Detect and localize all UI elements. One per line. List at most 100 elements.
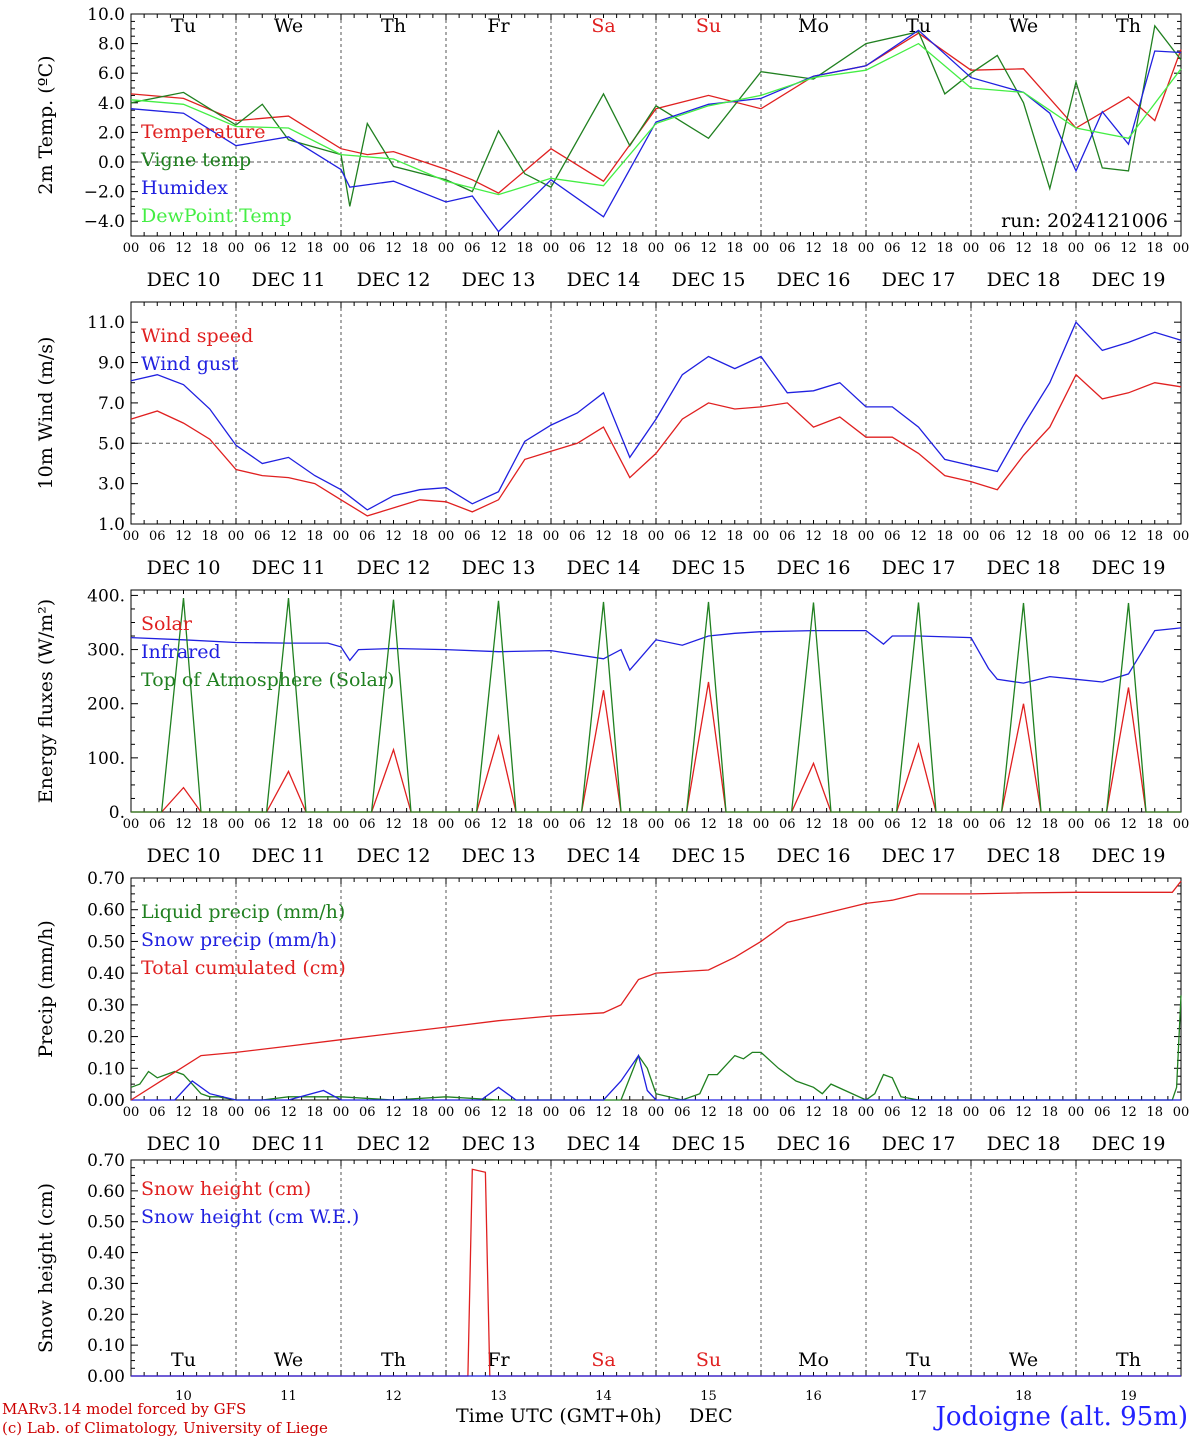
x-hour-tick-label: 00 [963, 817, 980, 832]
x-date-label: DEC 18 [987, 845, 1061, 867]
y-tick-label: 8.0 [98, 35, 125, 55]
x-hour-tick-label: 00 [438, 529, 455, 544]
x-hour-tick-label: 06 [884, 241, 901, 256]
x-hour-tick-label: 06 [674, 529, 691, 544]
y-tick-label: 0.30 [87, 996, 125, 1016]
x-hour-tick-label: 12 [1120, 529, 1137, 544]
x-hour-tick-label: 18 [621, 817, 638, 832]
x-hour-tick-label: 18 [306, 529, 323, 544]
x-date-label: DEC 12 [357, 845, 431, 867]
x-hour-tick-label: 12 [490, 529, 507, 544]
y-tick-label: 0.00 [87, 1091, 125, 1111]
x-hour-tick-label: 06 [884, 817, 901, 832]
y-tick-label: 7.0 [98, 394, 125, 414]
x-hour-tick-label: 12 [1120, 1105, 1137, 1120]
station-name: Jodoigne (alt. 95m) [935, 1402, 1188, 1432]
x-hour-tick-label: 12 [175, 241, 192, 256]
x-hour-tick-label: 00 [228, 817, 245, 832]
x-hour-tick-label: 18 [1041, 241, 1058, 256]
x-date-label: DEC 15 [672, 845, 746, 867]
x-hour-tick-label: 18 [1146, 529, 1163, 544]
x-hour-tick-label: 06 [1094, 529, 1111, 544]
x-hour-tick-label: 12 [280, 529, 297, 544]
x-hour-tick-label: 18 [726, 529, 743, 544]
x-date-label: DEC 10 [147, 1133, 221, 1155]
x-hour-tick-label: 12 [805, 529, 822, 544]
x-hour-tick-label: 18 [201, 1105, 218, 1120]
x-day-number: 18 [1015, 1389, 1032, 1404]
x-hour-tick-label: 06 [884, 529, 901, 544]
x-axis-title: Time UTC (GMT+0h) [456, 1405, 662, 1427]
day-name-label: Th [381, 15, 406, 37]
x-hour-tick-label: 00 [648, 1105, 665, 1120]
series-line [130, 24, 1182, 207]
x-hour-tick-label: 00 [1068, 241, 1085, 256]
x-day-number: 16 [805, 1389, 822, 1404]
x-hour-tick-label: 12 [910, 529, 927, 544]
x-hour-tick-label: 00 [963, 1105, 980, 1120]
x-hour-tick-label: 18 [726, 817, 743, 832]
x-hour-tick-label: 06 [674, 1105, 691, 1120]
x-hour-tick-label: 12 [385, 817, 402, 832]
x-hour-tick-label: 00 [123, 241, 140, 256]
x-hour-tick-label: 00 [438, 817, 455, 832]
x-hour-tick-label: 12 [805, 241, 822, 256]
day-name-label: Fr [487, 15, 510, 37]
x-hour-tick-label: 18 [516, 241, 533, 256]
day-name-label: Su [696, 15, 721, 37]
x-hour-tick-label: 18 [831, 817, 848, 832]
x-day-number: 10 [175, 1389, 192, 1404]
x-date-label: DEC 16 [777, 845, 851, 867]
x-hour-tick-label: 00 [333, 1105, 350, 1120]
day-name-label: Sa [591, 15, 615, 37]
x-hour-tick-label: 18 [726, 241, 743, 256]
x-date-label: DEC 18 [987, 1133, 1061, 1155]
series-line [131, 598, 1181, 813]
x-date-label: DEC 15 [672, 1133, 746, 1155]
x-date-label: DEC 13 [462, 557, 536, 579]
x-hour-tick-label: 18 [306, 817, 323, 832]
legend-entry: Total cumulated (cm) [141, 957, 346, 979]
x-hour-tick-label: 00 [963, 241, 980, 256]
y-tick-label: 6.0 [98, 64, 125, 84]
x-day-number: 11 [280, 1389, 297, 1404]
x-day-number: 19 [1120, 1389, 1137, 1404]
x-hour-tick-label: 06 [884, 1105, 901, 1120]
series-line [131, 1168, 1181, 1377]
legend-entry: Snow height (cm W.E.) [141, 1206, 359, 1228]
x-date-label: DEC 14 [567, 1133, 641, 1155]
day-name-label: Th [1116, 15, 1141, 37]
x-hour-tick-label: 00 [1068, 817, 1085, 832]
day-name-label: Th [381, 1349, 406, 1371]
x-date-label: DEC 17 [882, 845, 956, 867]
x-hour-tick-label: 06 [569, 241, 586, 256]
run-annotation: run: 2024121006 [1001, 210, 1168, 232]
x-hour-tick-label: 18 [936, 817, 953, 832]
y-tick-label: 0.10 [87, 1336, 125, 1356]
x-date-label: DEC 17 [882, 1133, 956, 1155]
day-name-label: Mo [798, 1349, 829, 1371]
x-date-label: DEC 11 [252, 269, 326, 291]
y-tick-label: 0.40 [87, 964, 125, 984]
x-day-number: 12 [385, 1389, 402, 1404]
x-hour-tick-label: 18 [621, 1105, 638, 1120]
x-hour-tick-label: 00 [123, 529, 140, 544]
x-day-number: 17 [910, 1389, 927, 1404]
day-name-label: Sa [591, 1349, 615, 1371]
day-name-label: Fr [487, 1349, 510, 1371]
y-tick-label: 10.0 [87, 5, 125, 25]
x-hour-tick-label: 18 [831, 241, 848, 256]
y-tick-label: 0.60 [87, 901, 125, 921]
x-hour-tick-label: 06 [569, 817, 586, 832]
series-line [130, 42, 1182, 196]
x-hour-tick-label: 18 [201, 817, 218, 832]
x-date-label: DEC 11 [252, 845, 326, 867]
x-hour-tick-label: 18 [1146, 817, 1163, 832]
x-hour-tick-label: 18 [831, 529, 848, 544]
y-tick-label: 5.0 [98, 434, 125, 454]
x-hour-tick-label: 00 [1173, 817, 1190, 832]
x-hour-tick-label: 18 [516, 1105, 533, 1120]
x-hour-tick-label: 18 [201, 241, 218, 256]
x-hour-tick-label: 06 [779, 241, 796, 256]
x-hour-tick-label: 00 [333, 241, 350, 256]
